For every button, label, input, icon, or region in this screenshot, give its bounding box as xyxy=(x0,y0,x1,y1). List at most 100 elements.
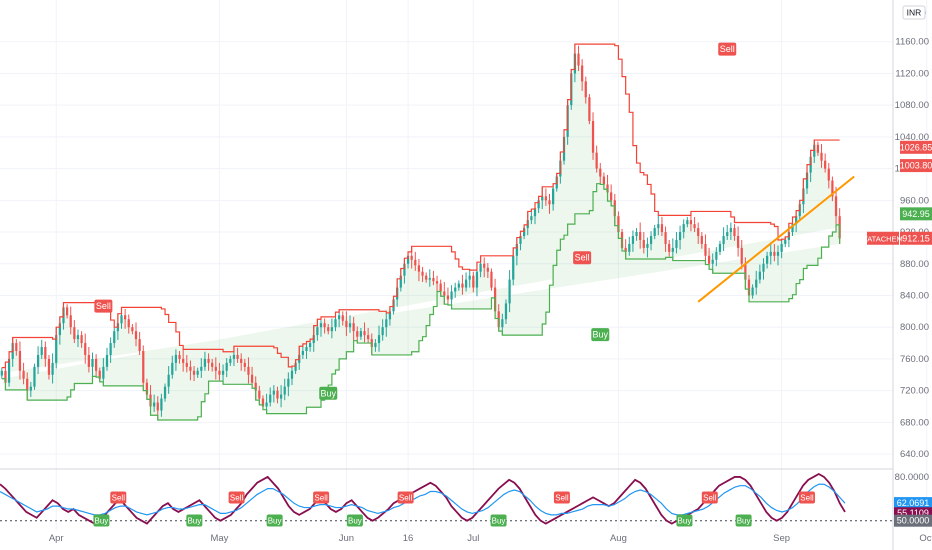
osc-signal-label: Buy xyxy=(95,517,109,526)
price-tick-label: 1160.00 xyxy=(895,37,929,48)
candle xyxy=(356,331,359,337)
candle xyxy=(84,343,87,355)
candle xyxy=(160,398,163,411)
candle xyxy=(657,224,660,229)
candle xyxy=(762,263,765,272)
candle xyxy=(261,398,265,407)
candle xyxy=(591,121,595,153)
signal-marker xyxy=(94,299,113,313)
candle xyxy=(406,255,410,264)
green-trail-line xyxy=(1,183,841,421)
candle xyxy=(660,224,664,233)
candle xyxy=(410,255,413,260)
candle xyxy=(374,343,377,348)
osc-signal-marker xyxy=(346,514,363,527)
candle xyxy=(693,224,696,229)
candle xyxy=(834,196,838,217)
candle xyxy=(428,278,431,280)
osc-signal-marker xyxy=(110,491,127,504)
price-tick-label: 1040.00 xyxy=(895,132,929,143)
price-tick-label: 1080.00 xyxy=(895,100,929,111)
candle xyxy=(367,335,370,340)
oscillator-pane: 80.0000 Sell Buy Buy Sell Buy Sell Buy Sell Buy Se… xyxy=(0,472,932,527)
currency-badge[interactable]: INR xyxy=(902,5,926,20)
candle xyxy=(29,386,32,391)
candle xyxy=(642,239,645,248)
candle xyxy=(468,275,471,280)
candle xyxy=(610,192,613,201)
candle xyxy=(156,402,159,411)
candle xyxy=(65,307,69,316)
candle xyxy=(519,236,522,244)
candle xyxy=(381,327,384,336)
candle xyxy=(258,390,261,399)
candle xyxy=(820,152,823,161)
price-tag-label: 1003.80 xyxy=(900,161,932,171)
candle xyxy=(769,251,772,256)
time-tick-label: May xyxy=(210,533,228,544)
candle xyxy=(348,323,352,328)
osc-signal-label: Sell xyxy=(703,494,717,503)
candle xyxy=(697,228,700,236)
osc-signal-marker xyxy=(313,491,330,504)
candle xyxy=(548,200,551,205)
candle xyxy=(91,358,94,367)
candle xyxy=(127,319,130,328)
price-tick-label: 760.00 xyxy=(900,354,929,365)
candle xyxy=(174,354,178,363)
candle xyxy=(475,271,479,288)
candle xyxy=(472,275,475,288)
candle xyxy=(486,267,489,272)
osc-signal-label: Sell xyxy=(399,494,413,503)
candle xyxy=(330,327,333,332)
time-tick-label: Apr xyxy=(49,533,64,544)
time-axis[interactable]: AprMayJun16JulAugSepOctNovDec162022Feb xyxy=(49,533,932,544)
candle xyxy=(338,315,341,320)
osc-signal-marker xyxy=(798,491,815,504)
osc-signal-label: Buy xyxy=(678,517,692,526)
candle xyxy=(682,224,685,233)
price-tick-label: 720.00 xyxy=(900,386,929,397)
candle xyxy=(294,362,297,371)
candle xyxy=(639,232,642,240)
candle xyxy=(69,315,72,328)
signal-label: Sell xyxy=(575,253,590,263)
candle xyxy=(439,283,442,292)
candle xyxy=(747,279,751,296)
signal-marker xyxy=(591,328,610,342)
candle xyxy=(171,362,174,375)
candle xyxy=(167,374,170,387)
candle xyxy=(795,216,798,225)
candle xyxy=(73,327,76,340)
trend-line xyxy=(697,175,855,303)
candle xyxy=(254,382,257,391)
price-tick-label: 680.00 xyxy=(900,417,929,428)
candle xyxy=(483,263,486,268)
osc-signal-marker xyxy=(553,491,570,504)
time-tick-label: Jul xyxy=(467,533,479,544)
candle xyxy=(153,402,156,407)
signal-label: Buy xyxy=(320,388,336,398)
candle xyxy=(47,358,51,375)
candle xyxy=(729,228,732,233)
candle xyxy=(776,251,780,256)
candle xyxy=(537,200,540,209)
orange-trend-line xyxy=(697,175,855,303)
candle xyxy=(726,232,729,236)
candle xyxy=(192,370,196,375)
price-tick-label: 1120.00 xyxy=(895,68,929,79)
osc-signal-label: Buy xyxy=(492,517,506,526)
candle xyxy=(421,271,424,276)
candle xyxy=(464,279,468,288)
candle xyxy=(530,216,533,221)
candle xyxy=(584,81,587,98)
candle xyxy=(345,320,348,328)
candle xyxy=(301,350,304,355)
candle xyxy=(377,335,381,344)
osc-value-tag xyxy=(894,497,932,510)
candle xyxy=(700,236,703,244)
osc-value-tag xyxy=(894,507,932,520)
candle xyxy=(606,184,609,193)
price-tick-label: 640.00 xyxy=(900,449,929,460)
